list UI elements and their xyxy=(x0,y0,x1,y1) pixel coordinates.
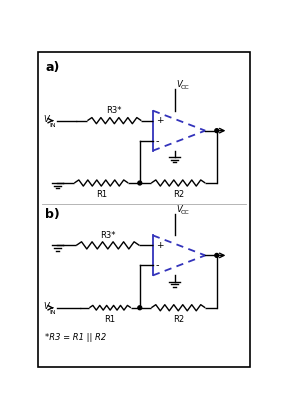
Text: V: V xyxy=(176,80,182,89)
Circle shape xyxy=(138,306,142,310)
Text: CC: CC xyxy=(180,85,189,90)
Text: *R3 = R1 || R2: *R3 = R1 || R2 xyxy=(45,333,106,342)
Text: a): a) xyxy=(45,61,60,74)
Text: -: - xyxy=(156,260,159,271)
Text: R2: R2 xyxy=(173,190,184,199)
Text: +: + xyxy=(156,116,164,125)
Text: R2: R2 xyxy=(173,315,184,324)
Text: V: V xyxy=(176,205,182,214)
Text: b): b) xyxy=(45,208,60,221)
Circle shape xyxy=(138,181,142,185)
Text: R3*: R3* xyxy=(106,106,122,115)
Circle shape xyxy=(215,129,219,132)
Text: R1: R1 xyxy=(105,315,116,324)
Circle shape xyxy=(215,254,219,257)
Text: IN: IN xyxy=(50,122,56,127)
Text: V: V xyxy=(43,303,49,312)
Text: R3*: R3* xyxy=(100,231,115,240)
Text: V: V xyxy=(43,115,49,124)
Text: +: + xyxy=(156,241,164,250)
Text: -: - xyxy=(156,136,159,146)
Text: CC: CC xyxy=(180,210,189,215)
Text: IN: IN xyxy=(50,310,56,315)
Text: R1: R1 xyxy=(96,190,107,199)
